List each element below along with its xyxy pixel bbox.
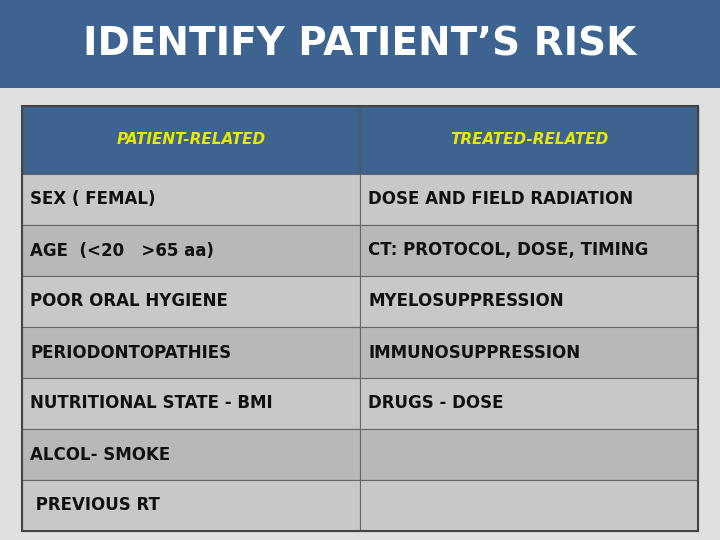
Text: PATIENT-RELATED: PATIENT-RELATED — [117, 132, 266, 147]
FancyBboxPatch shape — [22, 106, 360, 174]
Text: ALCOL- SMOKE: ALCOL- SMOKE — [30, 446, 170, 463]
FancyBboxPatch shape — [22, 276, 360, 327]
FancyBboxPatch shape — [360, 225, 698, 276]
FancyBboxPatch shape — [22, 327, 360, 378]
FancyBboxPatch shape — [360, 480, 698, 531]
Text: MYELOSUPPRESSION: MYELOSUPPRESSION — [368, 293, 564, 310]
FancyBboxPatch shape — [360, 378, 698, 429]
Text: IDENTIFY PATIENT’S RISK: IDENTIFY PATIENT’S RISK — [84, 25, 636, 63]
Text: PREVIOUS RT: PREVIOUS RT — [30, 496, 160, 515]
FancyBboxPatch shape — [360, 327, 698, 378]
FancyBboxPatch shape — [22, 378, 360, 429]
Text: IMMUNOSUPPRESSION: IMMUNOSUPPRESSION — [368, 343, 580, 361]
Text: NUTRITIONAL STATE - BMI: NUTRITIONAL STATE - BMI — [30, 395, 273, 413]
FancyBboxPatch shape — [360, 429, 698, 480]
FancyBboxPatch shape — [0, 0, 720, 88]
Text: PERIODONTOPATHIES: PERIODONTOPATHIES — [30, 343, 231, 361]
Text: DOSE AND FIELD RADIATION: DOSE AND FIELD RADIATION — [368, 191, 633, 208]
FancyBboxPatch shape — [360, 276, 698, 327]
Text: POOR ORAL HYGIENE: POOR ORAL HYGIENE — [30, 293, 228, 310]
FancyBboxPatch shape — [22, 174, 360, 225]
Text: CT: PROTOCOL, DOSE, TIMING: CT: PROTOCOL, DOSE, TIMING — [368, 241, 649, 260]
FancyBboxPatch shape — [22, 225, 360, 276]
Text: TREATED-RELATED: TREATED-RELATED — [450, 132, 608, 147]
FancyBboxPatch shape — [22, 480, 360, 531]
FancyBboxPatch shape — [360, 106, 698, 174]
FancyBboxPatch shape — [22, 429, 360, 480]
FancyBboxPatch shape — [360, 174, 698, 225]
Text: AGE  (<20   >65 aa): AGE (<20 >65 aa) — [30, 241, 214, 260]
Text: DRUGS - DOSE: DRUGS - DOSE — [368, 395, 503, 413]
Text: SEX ( FEMAL): SEX ( FEMAL) — [30, 191, 156, 208]
